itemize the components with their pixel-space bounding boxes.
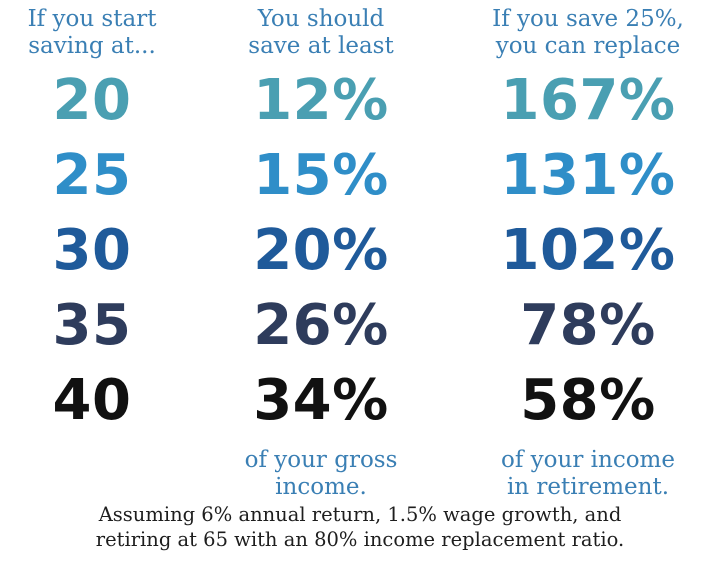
replacement-footer-line: in retirement. [506,474,670,500]
min-savings-value: 34% [253,368,389,433]
replacement-header-line: If you save 25%, [492,6,684,32]
start-age-value: 20 [52,68,132,133]
replacement-value: 78% [520,293,656,358]
replacement-values: 167% 131% 102% 78% 58% [488,72,688,447]
replacement-header-line: you can replace [495,33,681,59]
min-savings-header-line: save at least [248,33,394,59]
min-savings-value: 15% [253,143,389,208]
start-age-value: 35 [52,293,132,358]
replacement-header: If you save 25%, you can replace [488,0,688,62]
start-age-header-line: saving at... [28,33,156,59]
start-age-column: If you start saving at... 20 25 30 35 40 [6,0,178,447]
start-age-value: 25 [52,143,132,208]
replacement-value: 167% [500,68,676,133]
start-age-header-line: If you start [27,6,157,32]
replacement-footer: of your income in retirement. [488,447,688,501]
start-age-value: 40 [52,368,132,433]
min-savings-footer-line: of your gross [244,447,398,473]
min-savings-footer: of your gross income. [228,447,414,501]
start-age-value: 30 [52,218,132,283]
replacement-value: 131% [500,143,676,208]
min-savings-header: You should save at least [228,0,414,62]
assumptions-line: Assuming 6% annual return, 1.5% wage gro… [98,503,622,526]
min-savings-values: 12% 15% 20% 26% 34% [228,72,414,447]
start-age-header: If you start saving at... [6,0,178,62]
min-savings-value: 26% [253,293,389,358]
min-savings-value: 12% [253,68,389,133]
min-savings-column: You should save at least 12% 15% 20% 26%… [228,0,414,501]
replacement-value: 58% [520,368,656,433]
assumptions-note: Assuming 6% annual return, 1.5% wage gro… [60,502,660,552]
start-age-values: 20 25 30 35 40 [6,72,178,447]
min-savings-footer-line: income. [275,474,367,500]
assumptions-line: retiring at 65 with an 80% income replac… [95,528,625,551]
replacement-footer-line: of your income [501,447,675,473]
min-savings-value: 20% [253,218,389,283]
min-savings-header-line: You should [257,6,385,32]
replacement-column: If you save 25%, you can replace 167% 13… [488,0,688,501]
replacement-value: 102% [500,218,676,283]
